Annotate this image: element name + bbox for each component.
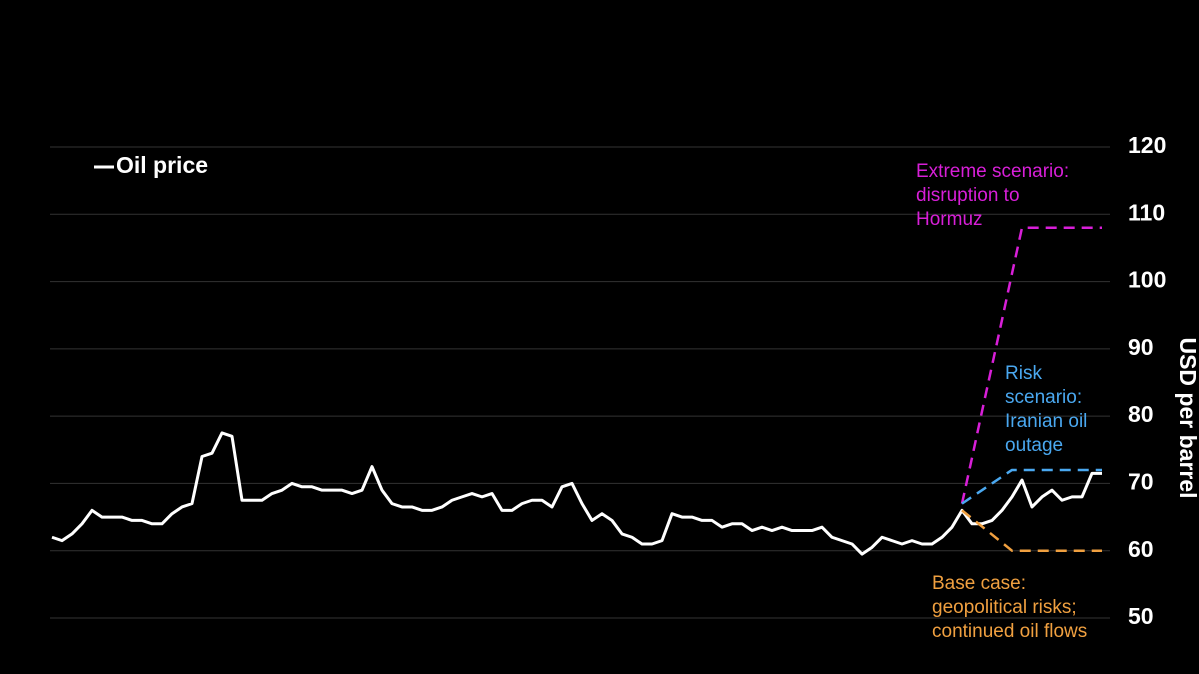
annotation: disruption to: [916, 185, 1020, 206]
y-tick-label: 120: [1128, 132, 1166, 158]
annotation: Base case:: [932, 573, 1026, 594]
scenario-line: [961, 468, 1102, 505]
legend-label: Oil price: [116, 152, 208, 178]
y-tick-label: 100: [1128, 267, 1166, 293]
y-tick-label: 60: [1128, 536, 1154, 562]
annotation: geopolitical risks;: [932, 597, 1077, 618]
y-tick-label: 90: [1128, 334, 1154, 360]
annotation: scenario:: [1005, 387, 1082, 408]
annotation: Extreme scenario:: [916, 161, 1069, 182]
y-tick-label: 70: [1128, 469, 1154, 495]
scenario-line: [960, 226, 1102, 504]
y-axis-title: USD per barrel: [1175, 337, 1199, 498]
y-tick-label: 80: [1128, 401, 1154, 427]
annotation: continued oil flows: [932, 621, 1087, 642]
price-line: [51, 431, 1102, 556]
y-tick-label: 110: [1128, 199, 1165, 225]
annotation: Hormuz: [916, 209, 983, 230]
scenario-line: [961, 509, 1102, 552]
annotation: Iranian oil: [1005, 411, 1087, 432]
annotation: outage: [1005, 435, 1063, 456]
y-tick-label: 50: [1128, 603, 1154, 629]
annotation: Risk: [1005, 363, 1042, 384]
